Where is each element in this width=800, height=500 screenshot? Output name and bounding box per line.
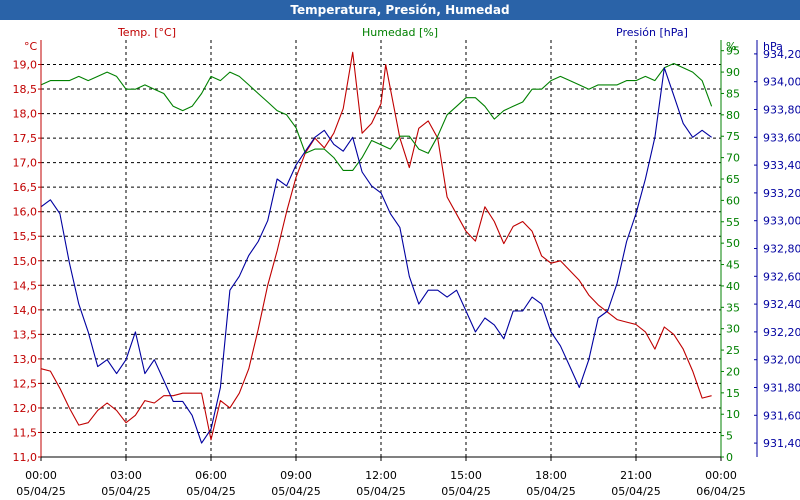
humidity-series-line xyxy=(40,62,713,171)
series-lines xyxy=(40,51,713,444)
x-tick-label-time: 06:00 xyxy=(195,469,227,482)
humidity-tick-label: 50 xyxy=(726,237,740,250)
temperature-tick-label: 17,0 xyxy=(13,157,38,170)
humidity-tick-label: 20 xyxy=(726,365,740,378)
temperature-tick-label: 17,5 xyxy=(13,132,38,145)
temperature-tick-label: 13,0 xyxy=(13,353,38,366)
pressure-legend-label: Presión [hPa] xyxy=(616,26,688,39)
humidity-tick-label: 5 xyxy=(726,430,733,443)
pressure-tick-label: 932,80 xyxy=(763,243,800,256)
humidity-unit-label: % xyxy=(726,40,736,53)
x-tick-label-date: 05/04/25 xyxy=(526,485,575,498)
x-tick-label-time: 03:00 xyxy=(110,469,142,482)
pressure-tick-label: 933,80 xyxy=(763,104,800,117)
pressure-unit-label: hPa xyxy=(763,40,783,53)
temperature-tick-label: 11,5 xyxy=(13,426,38,439)
temperature-tick-label: 12,0 xyxy=(13,402,38,415)
temperature-series-line xyxy=(40,51,712,441)
pressure-tick-label: 933,00 xyxy=(763,215,800,228)
temperature-tick-label: 19,0 xyxy=(13,59,38,72)
temperature-tick-label: 15,0 xyxy=(13,255,38,268)
humidity-tick-label: 60 xyxy=(726,194,740,207)
x-tick-label-time: 00:00 xyxy=(705,469,737,482)
x-tick-label-date: 05/04/25 xyxy=(271,485,320,498)
pressure-tick-label: 931,80 xyxy=(763,382,800,395)
x-tick-label-time: 09:00 xyxy=(280,469,312,482)
temperature-tick-label: 18,0 xyxy=(13,108,38,121)
x-tick-label-date: 05/04/25 xyxy=(611,485,660,498)
x-tick-label-time: 21:00 xyxy=(620,469,652,482)
temperature-tick-label: 16,0 xyxy=(13,206,38,219)
x-tick-label-date: 05/04/25 xyxy=(356,485,405,498)
humidity-tick-label: 25 xyxy=(726,344,740,357)
temperature-legend-label: Temp. [°C] xyxy=(117,26,176,39)
temperature-tick-label: 14,0 xyxy=(13,304,38,317)
x-tick-label-date: 05/04/25 xyxy=(16,485,65,498)
chart-title: Temperatura, Presión, Humedad xyxy=(0,0,800,20)
humidity-tick-label: 30 xyxy=(726,323,740,336)
humidity-tick-label: 90 xyxy=(726,66,740,79)
humidity-tick-label: 10 xyxy=(726,408,740,421)
pressure-series-line xyxy=(40,67,712,444)
humidity-tick-label: 70 xyxy=(726,152,740,165)
humidity-tick-label: 35 xyxy=(726,301,740,314)
humidity-legend-label: Humedad [%] xyxy=(362,26,438,39)
humidity-tick-label: 45 xyxy=(726,259,740,272)
tick-labels: 00:00 05/04/25 03:00 05/04/25 06:00 05/04/25 0… xyxy=(13,40,800,498)
x-tick-label-time: 18:00 xyxy=(535,469,567,482)
pressure-tick-label: 931,40 xyxy=(763,437,800,450)
humidity-tick-label: 40 xyxy=(726,280,740,293)
humidity-tick-label: 75 xyxy=(726,130,740,143)
x-tick-label-time: 12:00 xyxy=(365,469,397,482)
weather-chart: 00:00 05/04/25 03:00 05/04/25 06:00 05/04/25 0… xyxy=(13,26,800,498)
legend: Temp. [°C] Humedad [%] Presión [hPa] xyxy=(117,26,688,39)
temperature-tick-label: 16,5 xyxy=(13,181,38,194)
humidity-tick-label: 65 xyxy=(726,173,740,186)
x-tick-label-date: 05/04/25 xyxy=(186,485,235,498)
pressure-tick-label: 933,20 xyxy=(763,187,800,200)
temperature-tick-label: 12,5 xyxy=(13,377,38,390)
x-tick-label-date: 05/04/25 xyxy=(101,485,150,498)
humidity-tick-label: 80 xyxy=(726,109,740,122)
temperature-tick-label: 13,5 xyxy=(13,328,38,341)
pressure-tick-label: 932,40 xyxy=(763,298,800,311)
pressure-tick-label: 934,20 xyxy=(763,48,800,61)
pressure-tick-label: 933,40 xyxy=(763,159,800,172)
temperature-tick-label: 11,0 xyxy=(13,451,38,464)
x-tick-label-time: 15:00 xyxy=(450,469,482,482)
x-tick-label-date: 05/04/25 xyxy=(441,485,490,498)
humidity-tick-label: 85 xyxy=(726,87,740,100)
pressure-tick-label: 932,20 xyxy=(763,326,800,339)
humidity-tick-label: 15 xyxy=(726,387,740,400)
pressure-tick-label: 932,00 xyxy=(763,354,800,367)
pressure-tick-label: 931,60 xyxy=(763,409,800,422)
axes xyxy=(38,40,758,461)
humidity-tick-label: 55 xyxy=(726,216,740,229)
pressure-tick-label: 933,60 xyxy=(763,131,800,144)
temperature-tick-label: 18,5 xyxy=(13,83,38,96)
x-tick-label-date: 06/04/25 xyxy=(696,485,745,498)
temperature-tick-label: 15,5 xyxy=(13,230,38,243)
humidity-tick-label: 95 xyxy=(726,45,740,58)
temperature-unit-label: °C xyxy=(24,40,38,53)
temperature-tick-label: 14,5 xyxy=(13,279,38,292)
pressure-tick-label: 932,60 xyxy=(763,270,800,283)
x-tick-label-time: 00:00 xyxy=(25,469,57,482)
pressure-tick-label: 934,00 xyxy=(763,76,800,89)
humidity-tick-label: 0 xyxy=(726,451,733,464)
